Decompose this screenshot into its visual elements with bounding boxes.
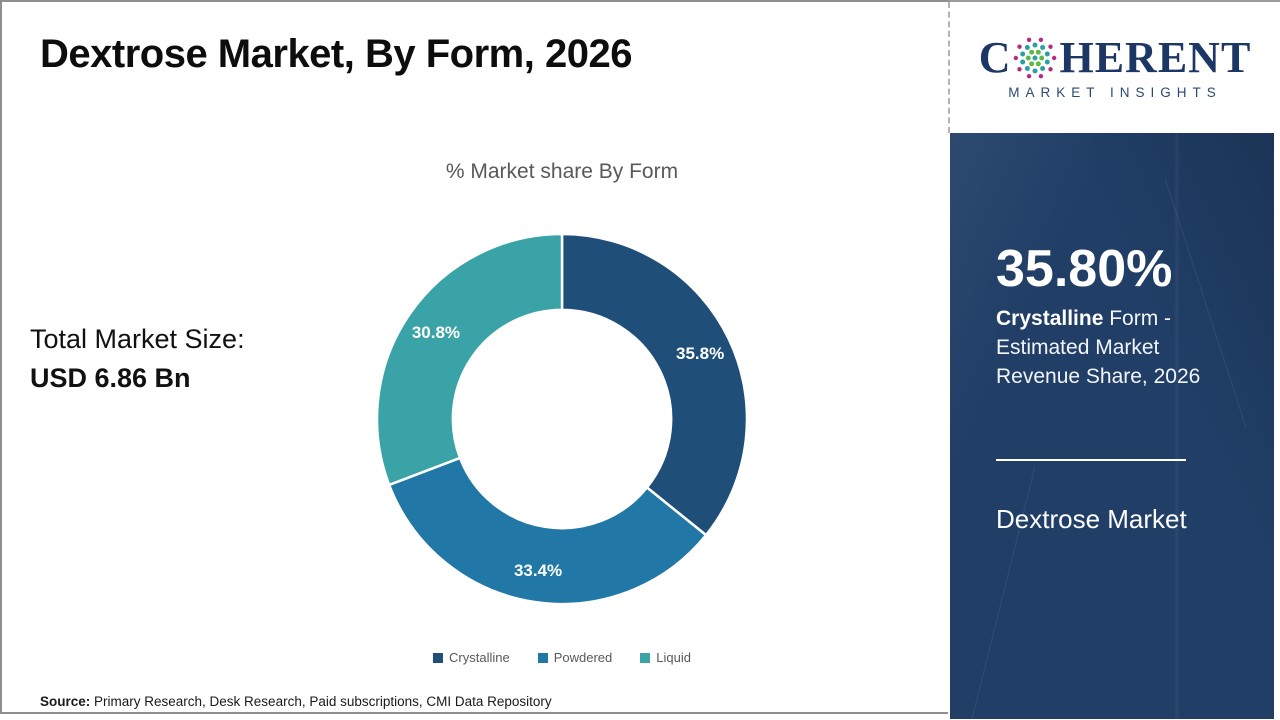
total-market-size: Total Market Size: USD 6.86 Bn xyxy=(30,324,245,394)
right-column: C HERENT MARKET INSIGHTS 35.80% Crystall… xyxy=(948,0,1280,720)
legend-label: Liquid xyxy=(656,650,691,665)
source-label: Source: xyxy=(40,694,91,709)
legend-item-liquid: Liquid xyxy=(640,650,691,665)
slice-value-label: 30.8% xyxy=(412,323,460,342)
panel-divider xyxy=(996,459,1186,461)
brand-wordmark: C HERENT xyxy=(979,35,1252,81)
slice-value-label: 33.4% xyxy=(514,561,562,580)
total-market-size-label: Total Market Size: xyxy=(30,324,245,354)
legend-swatch xyxy=(433,652,444,663)
headline-percentage: 35.80% xyxy=(996,240,1173,298)
slice-value-label: 35.8% xyxy=(676,344,724,363)
donut-slice-crystalline xyxy=(560,232,749,537)
brand-letter-c: C xyxy=(978,33,1012,82)
legend-label: Powdered xyxy=(553,650,613,665)
legend-swatch xyxy=(537,652,548,663)
donut-chart: 35.8% 33.4% 30.8% xyxy=(372,229,752,609)
chart-legend: Crystalline Powdered Liquid xyxy=(262,650,862,665)
donut-slice-liquid xyxy=(375,232,564,487)
donut-chart-svg: 35.8% 33.4% 30.8% xyxy=(375,232,749,606)
headline-description-bold: Crystalline xyxy=(996,307,1104,330)
donut-slice-powdered xyxy=(387,456,708,606)
brand-letters-rest: HERENT xyxy=(1059,33,1252,82)
source-text: Primary Research, Desk Research, Paid su… xyxy=(90,694,552,709)
headline-description: Crystalline Form - Estimated Market Reve… xyxy=(996,305,1221,392)
legend-label: Crystalline xyxy=(449,650,510,665)
brand-logo: C HERENT MARKET INSIGHTS xyxy=(950,2,1280,133)
chart-title: % Market share By Form xyxy=(445,160,679,183)
main-panel: Dextrose Market, By Form, 2026 % Market … xyxy=(0,0,948,714)
total-market-size-value: USD 6.86 Bn xyxy=(30,363,191,393)
brand-subtitle: MARKET INSIGHTS xyxy=(1008,85,1222,100)
dashed-separator xyxy=(948,2,950,133)
headline-description-rest: Form - Estimated Market Revenue Share, 2… xyxy=(996,307,1201,388)
highlight-panel: 35.80% Crystalline Form - Estimated Mark… xyxy=(950,133,1274,719)
legend-item-powdered: Powdered xyxy=(537,650,613,665)
globe-dots-icon xyxy=(1014,37,1057,79)
legend-item-crystalline: Crystalline xyxy=(433,650,510,665)
legend-swatch xyxy=(640,652,651,663)
page-title: Dextrose Market, By Form, 2026 xyxy=(40,32,632,76)
panel-footer-title: Dextrose Market xyxy=(996,504,1187,534)
source-line: Source: Primary Research, Desk Research,… xyxy=(40,694,552,709)
